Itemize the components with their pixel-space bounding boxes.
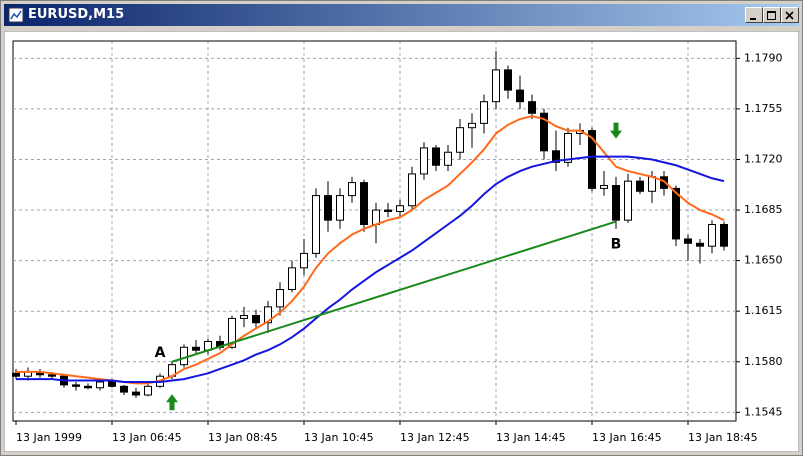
candle-body — [456, 127, 464, 153]
candle-body — [12, 372, 20, 377]
candle-body — [252, 315, 260, 324]
app-icon — [8, 7, 24, 23]
candle-body — [288, 267, 296, 291]
candle-body — [492, 69, 500, 103]
window-title: EURUSD,M15 — [28, 7, 125, 22]
x-tick-label: 13 Jan 16:45 — [592, 431, 662, 444]
y-tick-label: 1.1720 — [744, 152, 783, 165]
x-tick-label: 13 Jan 14:45 — [496, 431, 566, 444]
candle-body — [360, 182, 368, 225]
candle-body — [648, 176, 656, 192]
candle-body — [192, 346, 200, 351]
candle-body — [180, 346, 188, 366]
candle-body — [372, 209, 380, 225]
maximize-button[interactable] — [763, 7, 781, 23]
candle-body — [48, 374, 56, 377]
candle-body — [336, 195, 344, 221]
candle-body — [432, 147, 440, 166]
candle-body — [696, 242, 704, 247]
x-tick-label: 13 Jan 06:45 — [112, 431, 182, 444]
x-tick-label: 13 Jan 12:45 — [400, 431, 470, 444]
candle-body — [420, 147, 428, 175]
candle-body — [108, 381, 116, 387]
candle-body — [564, 132, 572, 163]
y-tick-label: 1.1755 — [744, 102, 783, 115]
candle-body — [672, 187, 680, 240]
candle-body — [324, 195, 332, 221]
candle-body — [240, 315, 248, 319]
x-tick-label: 13 Jan 10:45 — [304, 431, 374, 444]
candle-body — [684, 238, 692, 244]
y-tick-label: 1.1580 — [744, 355, 783, 368]
plot-frame — [12, 40, 737, 422]
candle-body — [276, 289, 284, 308]
annotation-label: A — [155, 345, 166, 361]
candle-body — [588, 130, 596, 189]
annotation-label: B — [611, 237, 622, 253]
candle-body — [444, 151, 452, 166]
candle-body — [384, 209, 392, 212]
candle-body — [660, 176, 668, 189]
candle-body — [624, 180, 632, 221]
candle-body — [312, 195, 320, 254]
minimize-button[interactable] — [745, 7, 763, 23]
candle-body — [552, 150, 560, 163]
y-tick-label: 1.1545 — [744, 405, 783, 418]
y-tick-label: 1.1790 — [744, 51, 783, 64]
candle-body — [228, 317, 236, 348]
candle-body — [348, 182, 356, 197]
close-button[interactable] — [781, 7, 799, 23]
candle-body — [720, 223, 728, 247]
y-tick-label: 1.1685 — [744, 203, 783, 216]
chart: 1.1790 1.1755 1.1720 1.1685 1.1650 1.1615 1.15… — [4, 31, 799, 452]
candle-body — [612, 184, 620, 221]
signal-arrow — [610, 122, 622, 139]
x-tick-label: 13 Jan 18:45 — [688, 431, 758, 444]
candle-body — [468, 122, 476, 129]
candle-body — [144, 385, 152, 396]
candle-body — [528, 101, 536, 114]
candle-body — [264, 306, 272, 324]
trend-line — [171, 220, 617, 363]
candle-body — [132, 391, 140, 396]
x-tick-label: 13 Jan 1999 — [16, 431, 82, 444]
title-bar: EURUSD,M15 — [4, 4, 799, 26]
x-tick-label: 13 Jan 08:45 — [208, 431, 278, 444]
candle-body — [636, 180, 644, 192]
candle-body — [96, 381, 104, 389]
candle-body — [72, 384, 80, 387]
candle-body — [480, 101, 488, 124]
candle-body — [516, 89, 524, 103]
y-tick-label: 1.1650 — [744, 254, 783, 267]
candle-body — [408, 173, 416, 207]
candle-body — [300, 252, 308, 269]
moving-average-line — [16, 115, 725, 385]
candle-body — [600, 184, 608, 189]
candle-body — [504, 69, 512, 91]
candle-body — [84, 385, 92, 389]
candle-body — [396, 205, 404, 212]
candle-body — [120, 385, 128, 393]
candle-body — [708, 223, 716, 247]
signal-arrow — [166, 394, 178, 411]
y-tick-label: 1.1615 — [744, 304, 783, 317]
candle-body — [540, 112, 548, 152]
moving-average-line — [16, 155, 725, 383]
